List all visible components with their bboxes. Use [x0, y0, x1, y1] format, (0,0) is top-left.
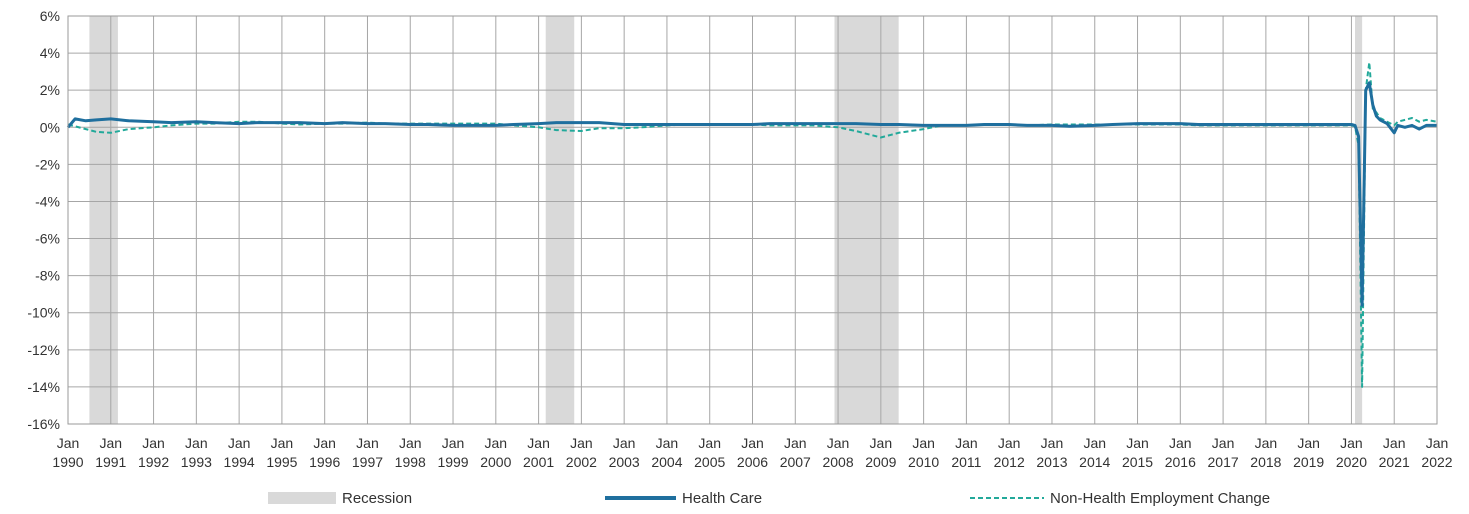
x-tick-month-label: Jan [527, 435, 550, 451]
x-tick-month-label: Jan [99, 435, 122, 451]
x-tick-year-label: 1992 [138, 454, 169, 470]
x-tick-month-label: Jan [912, 435, 935, 451]
x-tick-month-label: Jan [1212, 435, 1235, 451]
x-tick-year-label: 2020 [1336, 454, 1367, 470]
x-tick-month-label: Jan [1297, 435, 1320, 451]
x-tick-year-label: 2017 [1208, 454, 1239, 470]
x-tick-month-label: Jan [1255, 435, 1278, 451]
x-tick-month-label: Jan [570, 435, 593, 451]
x-tick-year-label: 2003 [609, 454, 640, 470]
x-tick-month-label: Jan [356, 435, 379, 451]
x-tick-year-label: 2011 [951, 454, 981, 470]
x-tick-month-label: Jan [142, 435, 165, 451]
x-tick-year-label: 2001 [523, 454, 554, 470]
y-axis-ticks: 6% 4% 2% 0% -2% -4% -6% -8% -10% -12% -14% -16% [27, 8, 60, 432]
legend-label: Health Care [682, 490, 762, 507]
plot-frame [67, 15, 1438, 425]
x-axis-ticks: Jan 1990 Jan 1991 Jan 1992 Jan 1993 Jan 1994 Jan 19… [52, 435, 1452, 470]
x-tick-year-label: 2018 [1250, 454, 1281, 470]
x-tick-year-label: 1990 [52, 454, 83, 470]
x-tick-year-label: 2005 [694, 454, 725, 470]
recession-band-2 [834, 16, 899, 424]
recession-band-3 [1355, 16, 1363, 424]
grid-lines [67, 15, 1438, 425]
x-tick-month-label: Jan [185, 435, 208, 451]
y-tick-label: -10% [27, 305, 60, 321]
x-tick-month-label: Jan [998, 435, 1021, 451]
x-tick-year-label: 1998 [395, 454, 426, 470]
x-tick-month-label: Jan [1169, 435, 1192, 451]
x-tick-year-label: 2012 [994, 454, 1025, 470]
x-tick-year-label: 1997 [352, 454, 383, 470]
y-tick-label: 4% [40, 45, 60, 61]
x-tick-month-label: Jan [827, 435, 850, 451]
x-tick-month-label: Jan [57, 435, 80, 451]
x-tick-month-label: Jan [870, 435, 893, 451]
series-line-health-care [66, 81, 1437, 307]
x-tick-year-label: 2019 [1293, 454, 1324, 470]
recession-bands [89, 16, 1363, 424]
x-tick-month-label: Jan [741, 435, 764, 451]
x-tick-year-label: 2006 [737, 454, 768, 470]
x-tick-year-label: 1994 [224, 454, 255, 470]
x-tick-year-label: 1999 [437, 454, 468, 470]
y-tick-label: -8% [35, 268, 60, 284]
y-tick-label: -12% [27, 342, 60, 358]
y-tick-label: -2% [35, 156, 60, 172]
x-tick-year-label: 1996 [309, 454, 340, 470]
x-tick-year-label: 2004 [651, 454, 682, 470]
x-tick-month-label: Jan [955, 435, 978, 451]
x-tick-year-label: 2002 [566, 454, 597, 470]
legend-swatch-recession [268, 492, 336, 504]
y-tick-label: -14% [27, 379, 60, 395]
x-tick-month-label: Jan [228, 435, 251, 451]
x-tick-year-label: 2021 [1379, 454, 1410, 470]
legend-label: Non-Health Employment Change [1050, 490, 1270, 507]
x-tick-year-label: 2009 [865, 454, 896, 470]
recession-band-0 [89, 16, 118, 424]
x-tick-year-label: 1991 [95, 454, 126, 470]
x-tick-month-label: Jan [1083, 435, 1106, 451]
series-line-non-health [67, 61, 1438, 388]
x-tick-month-label: Jan [1426, 435, 1449, 451]
x-tick-month-label: Jan [399, 435, 422, 451]
x-tick-month-label: Jan [1383, 435, 1406, 451]
x-tick-month-label: Jan [442, 435, 465, 451]
x-tick-month-label: Jan [271, 435, 294, 451]
x-tick-month-label: Jan [313, 435, 336, 451]
series-lines [66, 61, 1438, 388]
x-tick-year-label: 2010 [908, 454, 939, 470]
x-tick-month-label: Jan [1340, 435, 1363, 451]
x-tick-year-label: 2022 [1421, 454, 1452, 470]
y-tick-label: 6% [40, 8, 60, 24]
x-tick-year-label: 1993 [181, 454, 212, 470]
x-tick-year-label: 2008 [822, 454, 853, 470]
x-tick-month-label: Jan [1041, 435, 1064, 451]
y-tick-label: 2% [40, 82, 60, 98]
y-tick-label: 0% [40, 119, 60, 135]
x-tick-month-label: Jan [613, 435, 636, 451]
x-tick-year-label: 2014 [1079, 454, 1110, 470]
x-tick-month-label: Jan [784, 435, 807, 451]
x-tick-month-label: Jan [656, 435, 679, 451]
x-tick-year-label: 1995 [266, 454, 297, 470]
x-tick-year-label: 2007 [780, 454, 811, 470]
x-tick-year-label: 2000 [480, 454, 511, 470]
x-tick-year-label: 2016 [1165, 454, 1196, 470]
y-tick-label: -6% [35, 231, 60, 247]
x-tick-year-label: 2013 [1036, 454, 1067, 470]
y-tick-label: -16% [27, 416, 60, 432]
x-tick-month-label: Jan [1126, 435, 1149, 451]
legend: Recession Health Care Non-Health Employmen… [268, 490, 1270, 507]
recession-band-1 [545, 16, 575, 424]
y-tick-label: -4% [35, 193, 60, 209]
x-tick-month-label: Jan [485, 435, 508, 451]
x-tick-year-label: 2015 [1122, 454, 1153, 470]
legend-label: Recession [342, 490, 412, 507]
x-tick-month-label: Jan [698, 435, 721, 451]
